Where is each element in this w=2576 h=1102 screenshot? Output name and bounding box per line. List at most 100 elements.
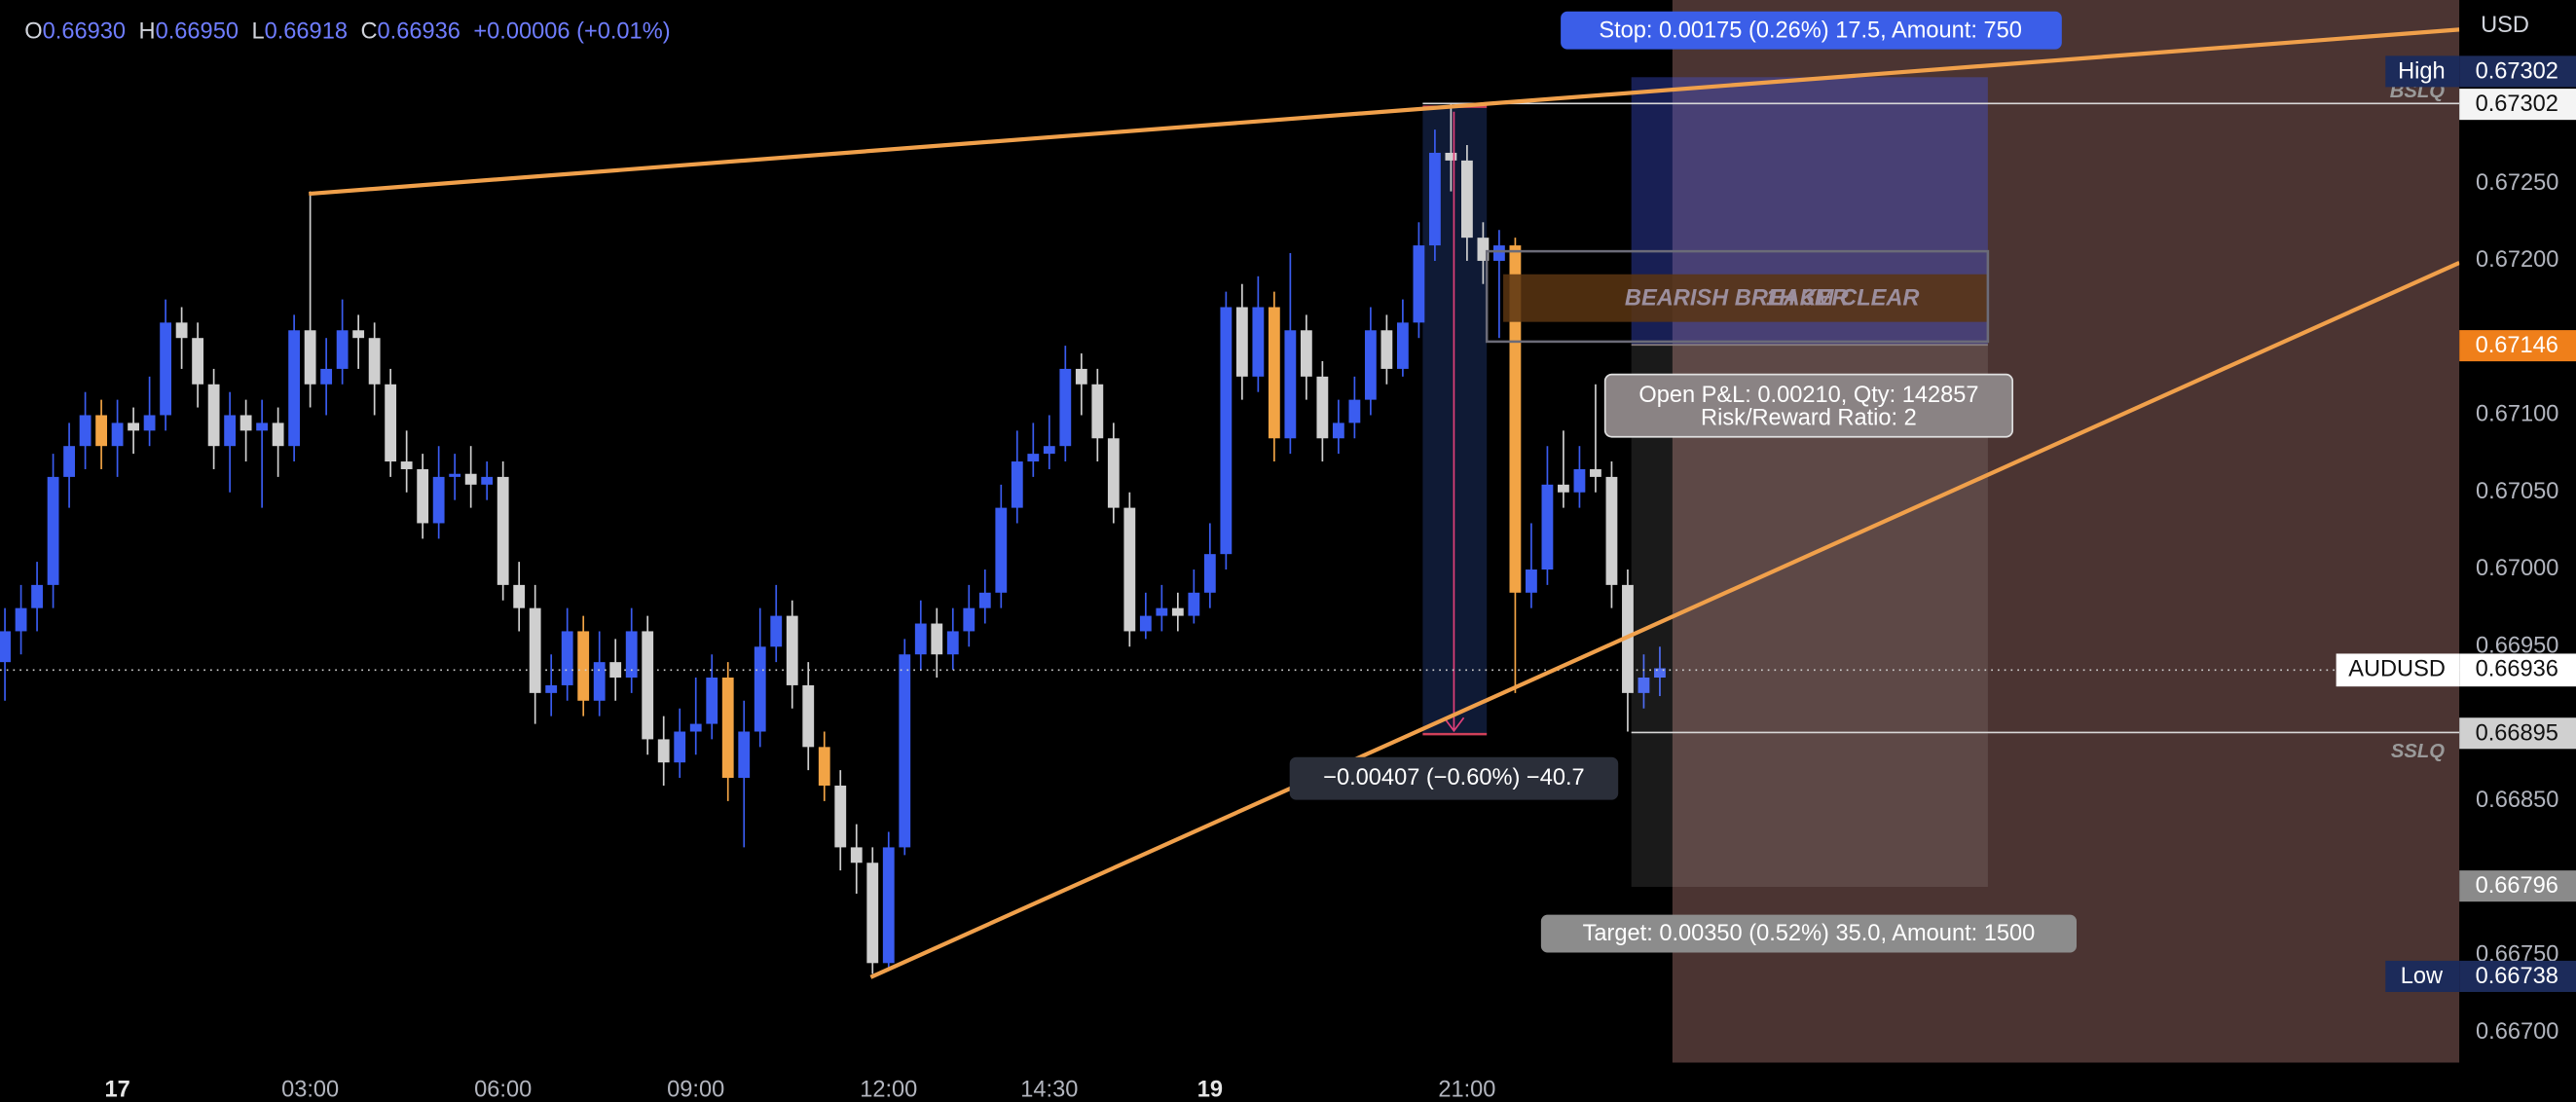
breaker-block: [1503, 274, 1988, 322]
y-tick-label: 0.67250: [2476, 170, 2558, 196]
candle-body: [432, 476, 445, 524]
candle-body: [1268, 307, 1280, 439]
candle-body: [995, 507, 1008, 593]
candle-body: [449, 473, 461, 477]
candle-body: [642, 631, 654, 740]
candle-body: [95, 415, 107, 447]
candle-body: [352, 330, 365, 339]
candle-body: [239, 415, 252, 431]
sslq-tag: [2459, 717, 2576, 750]
candle-body: [79, 415, 92, 447]
bslq-tag: [2459, 89, 2576, 121]
candle-body: [128, 422, 139, 431]
c-value: 0.66936: [378, 19, 460, 45]
upper-trendline: [309, 27, 2460, 197]
candle-body: [1605, 476, 1618, 585]
x-tick-label: 06:00: [474, 1077, 532, 1102]
y-tick-label: 0.66850: [2476, 788, 2558, 813]
candle-body: [738, 731, 751, 779]
candle-body: [1235, 307, 1248, 377]
ohlc-header: O0.66930 H0.66950 L0.66918 C0.66936 +0.00006…: [24, 19, 670, 45]
candle-body: [31, 584, 43, 608]
price-axis: [2459, 0, 2576, 1102]
candle-body: [464, 473, 477, 485]
candle-body: [207, 384, 220, 447]
candle-body: [143, 415, 156, 431]
candle-body: [850, 847, 863, 863]
candle-body: [272, 422, 284, 447]
candle-body: [160, 322, 172, 416]
candle-body: [899, 654, 911, 848]
x-tick-label: 09:00: [667, 1077, 724, 1102]
candle-body: [1011, 461, 1023, 508]
candle-body: [1364, 330, 1377, 400]
candle-body: [1380, 330, 1393, 369]
candle-body: [224, 415, 237, 447]
candle-body: [657, 739, 670, 763]
candle-body: [1396, 322, 1409, 369]
target-tag: [2459, 870, 2576, 902]
candle-body: [1139, 615, 1152, 632]
y-tick-label: 0.67200: [2476, 247, 2558, 273]
low-label: Low: [2401, 964, 2444, 989]
x-axis: 17 03:00 06:00 09:00 12:00 14:30 19 21:00: [104, 1077, 1495, 1102]
candle-body: [721, 678, 734, 779]
measure-arrow: [1443, 716, 1465, 733]
clear-label: 1H 3M CLEAR: [1766, 285, 1919, 311]
symbol: AUDUSD: [2348, 657, 2446, 682]
x-tick-label: 21:00: [1438, 1077, 1495, 1102]
bslq-price: 0.67302: [2476, 92, 2558, 117]
h-value: 0.66950: [156, 19, 239, 45]
candle-body: [545, 684, 558, 693]
stop-text: Stop: 0.00175 (0.26%) 17.5, Amount: 750: [1599, 18, 2022, 43]
candle-body: [529, 607, 541, 693]
candle-body: [1332, 422, 1344, 439]
change-value: +0.00006 (+0.01%): [473, 19, 670, 45]
candle-body: [786, 615, 798, 685]
candle-body: [400, 461, 413, 469]
candle-body: [802, 684, 815, 748]
candle-body: [1316, 376, 1329, 439]
candle-body: [1284, 330, 1297, 439]
sslq-label: SSLQ: [2391, 741, 2445, 762]
currency: USD: [2481, 13, 2529, 38]
y-tick-label: 0.67050: [2476, 479, 2558, 504]
x-tick-label: 14:30: [1020, 1077, 1078, 1102]
candle-body: [47, 476, 59, 585]
candle-body: [1526, 569, 1537, 593]
y-tick-label: 0.66700: [2476, 1019, 2558, 1045]
candle-body: [417, 468, 429, 524]
x-tick-label: 03:00: [281, 1077, 339, 1102]
candle-body: [1477, 238, 1490, 261]
measure-box: [1289, 756, 1619, 800]
target-text: Target: 0.00350 (0.52%) 35.0, Amount: 15…: [1583, 921, 2036, 946]
candle-body: [978, 592, 991, 608]
high-price-tag: [2459, 55, 2576, 88]
high-label: High: [2398, 58, 2446, 84]
candle-body: [1220, 307, 1233, 555]
o-key: O: [24, 19, 42, 45]
x-tick-label: 12:00: [860, 1077, 917, 1102]
candle-body: [689, 723, 702, 732]
candle-body: [625, 631, 638, 679]
candle-body: [770, 615, 783, 647]
candle-body: [946, 631, 959, 655]
candle-body: [866, 863, 879, 964]
candle-body: [834, 785, 847, 848]
candle-body: [1107, 438, 1120, 508]
l-value: 0.66918: [265, 19, 348, 45]
candle-body: [15, 607, 27, 632]
candles: [0, 103, 1666, 974]
symbol-tag: [2336, 653, 2460, 687]
candle-body: [1638, 678, 1650, 693]
candle-body: [1348, 399, 1361, 423]
last-tag: [2459, 653, 2576, 687]
candle-body: [497, 476, 509, 585]
candle-body: [561, 631, 573, 685]
candle-body: [1654, 668, 1666, 679]
candle-body: [192, 338, 204, 385]
candle-body: [1413, 245, 1425, 323]
y-tick-label: 0.67100: [2476, 402, 2558, 427]
candle-body: [1123, 507, 1136, 632]
